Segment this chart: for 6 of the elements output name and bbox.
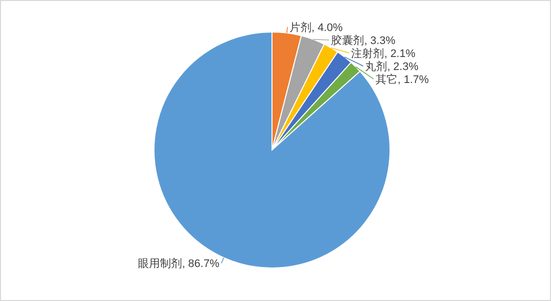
slice-label: 注射剂, 2.1% [351,46,416,60]
slice-label: 丸剂, 2.3% [365,60,419,73]
slice-label: 其它, 1.7% [376,72,430,86]
slice-label: 眼用制剂, 86.7% [138,257,220,270]
slice-label: 片剂, 4.0% [290,20,343,34]
slice-label: 胶囊剂, 3.3% [331,34,396,47]
